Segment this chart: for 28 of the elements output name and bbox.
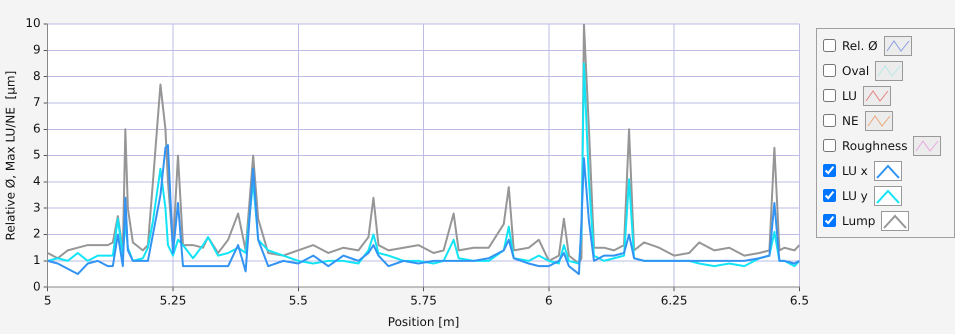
y-tick-label: 4	[33, 174, 41, 188]
y-axis-title: Relative Ø, Max LU/NE [µm]	[3, 70, 18, 240]
x-tick-label: 6.25	[660, 294, 688, 308]
y-tick-label: 6	[33, 121, 41, 136]
y-tick-label: 5	[33, 148, 41, 162]
legend-label: Lump	[842, 214, 876, 228]
y-tick-label: 0	[33, 279, 41, 294]
y-tick-label: 3	[33, 200, 41, 214]
x-tick-label: 5.75	[410, 294, 437, 308]
y-tick-label: 2	[33, 226, 41, 241]
x-tick-label: 6.5	[790, 294, 810, 308]
y-tick-label: 1	[33, 253, 41, 268]
legend-label: LU x	[842, 164, 868, 178]
y-tick-label: 8	[33, 68, 41, 83]
legend-label: Oval	[842, 64, 870, 78]
legend-label: NE	[842, 114, 859, 128]
x-tick-label: 5.25	[160, 294, 186, 308]
y-tick-label: 9	[33, 42, 41, 56]
x-tick-label: 6	[545, 294, 553, 308]
legend-label: LU	[842, 88, 857, 102]
legend-label: Rel. Ø	[842, 38, 878, 52]
y-tick-label: 7	[33, 95, 41, 110]
x-tick-label: 5.5	[288, 294, 308, 308]
y-tick-label: 10	[25, 16, 41, 30]
legend-label: LU y	[842, 188, 868, 202]
x-axis-title: Position [m]	[388, 314, 460, 329]
x-tick-label: 5	[44, 294, 52, 308]
legend-label: Roughness	[842, 138, 908, 152]
